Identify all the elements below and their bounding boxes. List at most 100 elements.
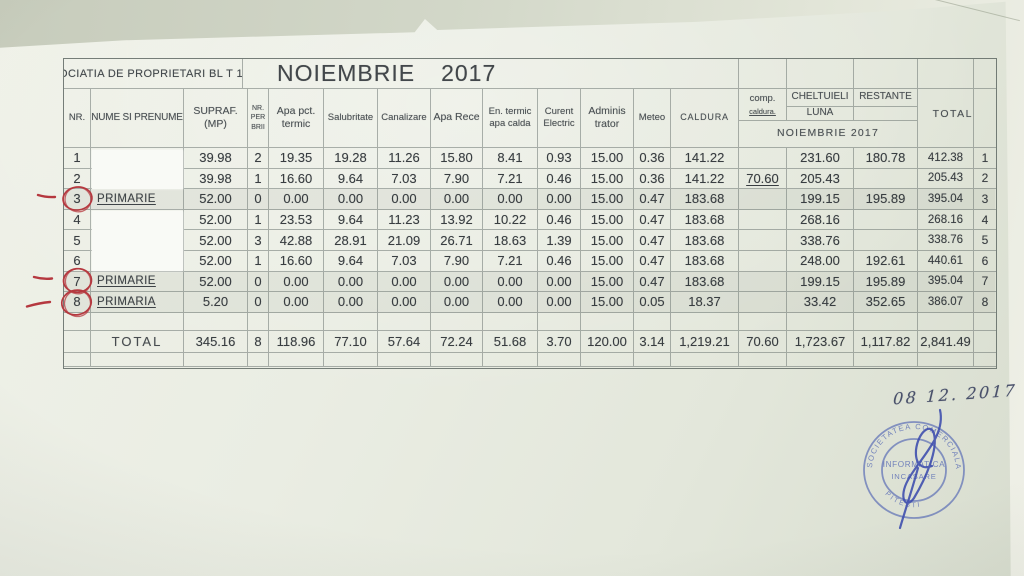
redaction-box [92, 150, 183, 189]
table-cell: 0.00 [378, 271, 431, 293]
header-name: NUME SI PRENUME [91, 89, 184, 148]
total-row-cell: 70.60 [739, 330, 787, 353]
table-cell: 3 [974, 189, 996, 210]
table-cell: 13.92 [431, 209, 483, 231]
table-cell: 15.00 [581, 251, 634, 272]
table-cell: 6 [64, 251, 91, 272]
spacer-cell [974, 353, 996, 368]
table-cell: 15.00 [581, 230, 634, 251]
table-cell: 0.47 [634, 251, 671, 272]
table-cell: 205.43 [918, 168, 974, 190]
header-comp-caldura: comp. caldura. [739, 89, 787, 121]
total-row-cell: TOTAL [91, 330, 184, 353]
table-cell: 0.00 [538, 189, 581, 210]
table-cell: 395.04 [918, 271, 974, 293]
spacer-cell [671, 312, 739, 331]
table-cell: 23.53 [269, 209, 324, 231]
table-cell: 7.90 [431, 168, 483, 190]
header-last-empty [974, 89, 996, 148]
band-cell [854, 59, 918, 89]
table-cell: PRIMARIA [91, 292, 184, 313]
table-cell: 7 [974, 272, 996, 293]
table-cell: 0.00 [538, 271, 581, 293]
table-cell: 9.64 [324, 168, 378, 190]
header-apa-rece: Apa Rece [431, 89, 483, 148]
table-cell: 0.00 [378, 292, 431, 313]
table-cell: 0.00 [378, 189, 431, 210]
table-cell: 0.00 [324, 271, 378, 293]
header-nr: NR. [64, 89, 91, 148]
stamp-line1: INFORMATICA [883, 460, 945, 469]
table-cell: 440.61 [918, 251, 974, 272]
table-cell: 412.38 [918, 148, 974, 169]
spacer-cell [184, 312, 248, 331]
table-cell: 268.16 [918, 209, 974, 231]
total-row-cell: 3.14 [634, 330, 671, 353]
table-cell: 11.26 [378, 148, 431, 169]
table-cell: 1 [248, 168, 269, 190]
table-cell: 15.00 [581, 148, 634, 169]
table-cell: 0.00 [269, 271, 324, 293]
table-cell: 0 [248, 189, 269, 210]
table-cell: 0.36 [634, 168, 671, 190]
table-cell: 183.68 [671, 189, 739, 210]
table-cell: 4 [974, 210, 996, 231]
spacer-cell [974, 313, 996, 331]
spacer-cell [91, 352, 184, 368]
table-cell: 0.00 [269, 292, 324, 313]
table-cell: 18.63 [483, 230, 538, 251]
association-name: OCIATIA DE PROPRIETARI BL T 1 [64, 59, 243, 89]
table-cell: 0.00 [431, 271, 483, 293]
spacer-cell [269, 312, 324, 331]
band-cell [918, 59, 974, 89]
header-total: TOTAL [918, 89, 974, 148]
table-cell [739, 148, 787, 169]
header-noiembrie-2017: NOIEMBRIE 2017 [739, 121, 918, 148]
table-cell: 11.23 [378, 209, 431, 231]
table-cell: 7.03 [378, 251, 431, 272]
table-cell: 0.00 [483, 189, 538, 210]
spacer-cell [634, 352, 671, 368]
total-row-cell: 345.16 [184, 330, 248, 353]
table-cell [91, 251, 184, 272]
table-cell: 4 [64, 209, 91, 231]
table-cell: 7.21 [483, 168, 538, 190]
stamp-line2: INCASARE [891, 472, 936, 481]
table-cell: 15.00 [581, 209, 634, 231]
table-cell: 5 [974, 230, 996, 251]
table-cell: 231.60 [787, 148, 854, 169]
table-cell: 2 [64, 168, 91, 190]
header-supraf: SUPRAF. (MP) [184, 89, 248, 148]
table-cell: 195.89 [854, 189, 918, 210]
table-cell: 19.35 [269, 148, 324, 169]
table-cell: 21.09 [378, 230, 431, 251]
table-cell: 180.78 [854, 148, 918, 169]
spacer-cell [483, 312, 538, 331]
table-cell: 395.04 [918, 189, 974, 210]
table-cell: 0.36 [634, 148, 671, 169]
header-apa-pct-termic: Apa pct. termic [269, 89, 324, 148]
table-cell: 0.00 [538, 292, 581, 313]
header-comp-sub: caldura. [749, 106, 776, 116]
table-cell: 52.00 [184, 251, 248, 272]
table-cell: 1 [248, 251, 269, 272]
header-cheltuieli: CHELTUIELI [787, 89, 854, 107]
header-luna: LUNA [787, 107, 854, 121]
table-cell: 0.46 [538, 251, 581, 272]
table-cell: 19.28 [324, 148, 378, 169]
table-cell: 0 [248, 271, 269, 293]
total-row-cell: 118.96 [269, 330, 324, 353]
table-cell: 0.00 [483, 292, 538, 313]
spacer-cell [378, 312, 431, 331]
table-cell: 0.47 [634, 209, 671, 231]
header-nr-pers: NR. PER BRII [248, 89, 269, 148]
table-cell: 268.16 [787, 209, 854, 231]
spacer-cell [854, 352, 918, 368]
spacer-cell [324, 312, 378, 331]
table-cell: 0.00 [324, 189, 378, 210]
header-meteo: Meteo [634, 89, 671, 148]
table-cell: 0.47 [634, 230, 671, 251]
band-cell [739, 59, 787, 89]
table-cell: 0.93 [538, 148, 581, 169]
